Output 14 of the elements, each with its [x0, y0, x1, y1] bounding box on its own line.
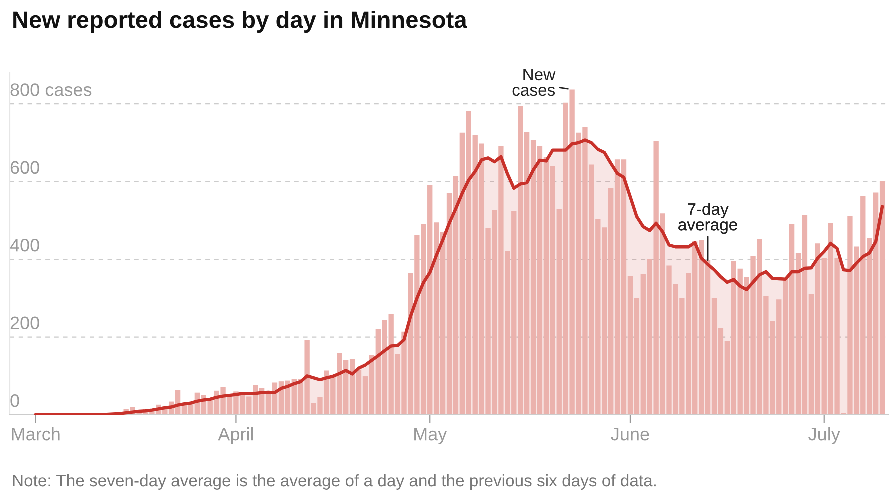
text: Note: The seven-day average is the average of a day and the previous six days of data.: [13, 474, 656, 490]
chart-title: New reported cases by day in Minnesota: [14, 10, 468, 34]
y-tick-label: 400: [10, 239, 40, 252]
x-tick-label: May: [414, 428, 448, 444]
y-tick-label: 0: [10, 394, 20, 408]
x-tick-label: July: [808, 428, 840, 444]
x-tick-label: March: [12, 428, 60, 441]
y-tick-label: 200: [10, 316, 40, 330]
y-tick-label: 600: [10, 161, 40, 174]
x-tick-label: June: [611, 428, 650, 441]
annotation: New cases: [512, 68, 556, 96]
y-tick-label: 800 cases: [10, 84, 92, 96]
x-tick-label: April: [218, 428, 254, 444]
annotation: 7-day average: [678, 202, 738, 234]
